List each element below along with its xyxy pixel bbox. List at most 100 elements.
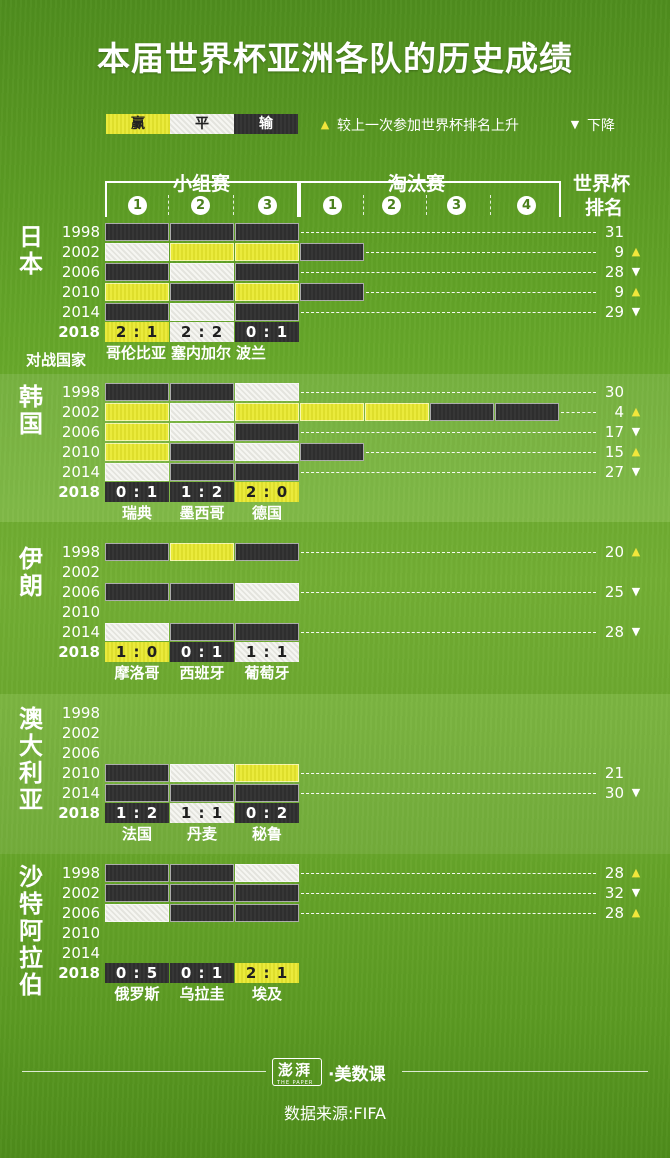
divider	[168, 195, 169, 215]
group-result-cell	[105, 223, 169, 241]
year-label: 2006	[61, 263, 100, 281]
knockout-result-cell	[300, 283, 364, 301]
rank-down-icon: ▼	[631, 465, 641, 478]
year-label: 2010	[61, 924, 100, 942]
the-paper-logo	[272, 1058, 322, 1086]
rank-down-icon: ▼	[631, 425, 641, 438]
world-cup-rank: 32	[604, 884, 624, 902]
year-label: 2018	[58, 323, 100, 341]
opponent-name: 西班牙	[179, 664, 225, 682]
group-result-cell	[235, 383, 299, 401]
world-cup-rank: 21	[604, 764, 624, 782]
group-result-cell	[170, 583, 234, 601]
year-label: 2018	[58, 483, 100, 501]
team-name-char: 阿	[19, 917, 43, 945]
opponent-name: 法国	[121, 825, 152, 843]
group-result-cell	[105, 383, 169, 401]
year-label: 2010	[61, 603, 100, 621]
page-title: 本届世界杯亚洲各队的历史成绩	[97, 39, 573, 78]
group-result-cell	[105, 403, 169, 421]
year-label: 2018	[58, 964, 100, 982]
knockout-result-cell	[495, 403, 559, 421]
opponent-name: 埃及	[251, 985, 282, 1003]
rank-leader-line	[301, 592, 596, 593]
opponent-name: 俄罗斯	[114, 985, 160, 1003]
group-result-cell	[170, 243, 234, 261]
rank-up-icon: ▲	[631, 906, 641, 919]
rank-leader-line	[301, 632, 596, 633]
group-result-cell	[105, 784, 169, 802]
group-result-cell	[235, 543, 299, 561]
year-label: 2002	[61, 724, 100, 742]
group-result-cell	[105, 423, 169, 441]
rank-leader-line	[366, 452, 596, 453]
score-2018: 2 : 1	[105, 322, 169, 342]
team-name-char: 利	[19, 759, 43, 787]
year-label: 2006	[61, 904, 100, 922]
world-cup-rank: 17	[604, 423, 624, 441]
group-result-cell	[235, 864, 299, 882]
group-match-2-badge: 2	[191, 196, 210, 215]
rank-leader-line	[301, 232, 596, 233]
group-result-cell	[235, 583, 299, 601]
brand-name: ·美数课	[328, 1065, 386, 1085]
rank-leader-line	[301, 793, 596, 794]
year-label: 1998	[61, 383, 100, 401]
group-result-cell	[170, 884, 234, 902]
year-label: 2002	[61, 563, 100, 581]
group-result-cell	[105, 303, 169, 321]
score-2018: 0 : 1	[170, 642, 234, 662]
knockout-result-cell	[365, 403, 429, 421]
rank-leader-line	[301, 312, 596, 313]
score-2018: 1 : 1	[170, 803, 234, 823]
team-name-char: 日	[19, 223, 43, 251]
rank-up-icon: ▲	[631, 866, 641, 879]
group-result-cell	[105, 243, 169, 261]
group-result-cell	[105, 263, 169, 281]
knockout-result-cell	[300, 403, 364, 421]
score-2018: 0 : 1	[170, 963, 234, 983]
group-result-cell	[170, 383, 234, 401]
group-result-cell	[235, 884, 299, 902]
score-2018: 0 : 2	[235, 803, 299, 823]
rank-header-line1: 世界杯	[573, 173, 631, 195]
score-2018: 2 : 2	[170, 322, 234, 342]
opponent-name: 摩洛哥	[114, 664, 160, 682]
world-cup-rank: 28	[604, 904, 624, 922]
group-result-cell	[235, 403, 299, 421]
rank-up-icon: ▲	[631, 445, 641, 458]
year-label: 2014	[61, 463, 100, 481]
legend-up-text: 较上一次参加世界杯排名上升	[337, 118, 519, 134]
team-name-char: 拉	[19, 944, 43, 972]
legend-down-text: 下降	[587, 118, 615, 134]
score-2018: 0 : 1	[235, 322, 299, 342]
world-cup-rank: 15	[604, 443, 624, 461]
score-2018: 1 : 2	[170, 482, 234, 502]
opponent-name: 丹麦	[186, 825, 217, 843]
group-result-cell	[170, 623, 234, 641]
knockout-bracket	[299, 181, 561, 217]
team-name-char: 国	[19, 410, 43, 438]
legend-down-icon: ▼	[570, 118, 580, 131]
team-name-char: 澳	[19, 705, 43, 733]
world-cup-rank: 27	[604, 463, 624, 481]
legend-draw-swatch: 平	[170, 114, 234, 134]
team-name-char: 伊	[19, 545, 43, 573]
divider	[426, 195, 427, 215]
opponent-name: 波兰	[236, 344, 267, 362]
rank-leader-line	[301, 913, 596, 914]
world-cup-rank: 30	[604, 383, 624, 401]
world-cup-rank: 20	[604, 543, 624, 561]
group-result-cell	[105, 884, 169, 902]
year-label: 2002	[61, 243, 100, 261]
year-label: 2010	[61, 283, 100, 301]
group-result-cell	[170, 283, 234, 301]
legend-up-icon: ▲	[320, 118, 330, 131]
year-label: 1998	[61, 864, 100, 882]
world-cup-rank: 4	[614, 403, 624, 421]
rank-down-icon: ▼	[631, 625, 641, 638]
opponent-name: 秘鲁	[251, 825, 282, 843]
year-label: 2006	[61, 583, 100, 601]
team-name-char: 伯	[19, 971, 43, 999]
